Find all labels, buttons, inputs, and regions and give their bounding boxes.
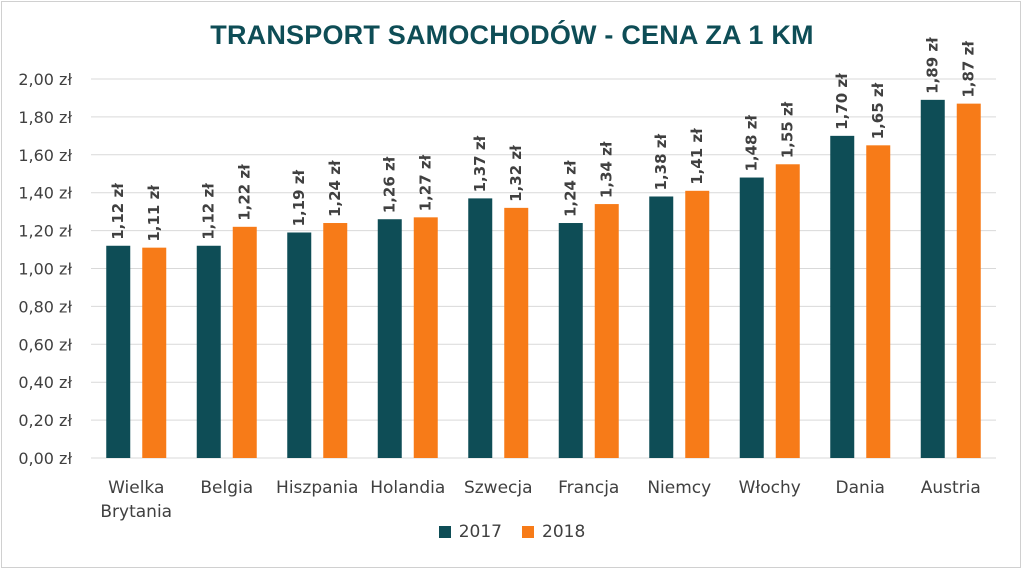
y-tick-label: 2,00 zł [18, 70, 72, 89]
data-label: 1,26 zł [381, 156, 399, 213]
bar-2017 [649, 196, 674, 459]
x-tick-label: Austria [921, 478, 981, 498]
legend-label-2018: 2018 [542, 522, 586, 542]
bar-2017 [739, 177, 764, 459]
bar-2018 [232, 226, 257, 458]
x-tick-label: Wielka [108, 478, 164, 498]
y-tick-label: 0,00 zł [18, 449, 72, 468]
data-label: 1,32 zł [507, 145, 525, 202]
bar-2018 [504, 207, 529, 458]
data-label: 1,65 zł [869, 82, 887, 139]
data-label: 1,41 zł [688, 128, 706, 185]
x-tick-label: Francja [558, 478, 619, 498]
data-label: 1,19 zł [290, 170, 308, 227]
bar-2018 [142, 247, 167, 458]
x-tick-label: Szwecja [464, 478, 533, 498]
bar-2018 [323, 223, 348, 458]
chart-legend: 2017 2018 [0, 522, 1024, 542]
y-tick-label: 1,80 zł [18, 108, 72, 127]
y-tick-label: 1,20 zł [18, 222, 72, 241]
data-label: 1,34 zł [598, 141, 616, 198]
data-label: 1,37 zł [471, 135, 489, 192]
legend-item-2017: 2017 [438, 522, 502, 542]
bar-2017 [287, 232, 312, 458]
data-label: 1,48 zł [743, 115, 761, 172]
y-tick-label: 0,20 zł [18, 411, 72, 430]
data-label: 1,87 zł [960, 41, 978, 98]
legend-item-2018: 2018 [522, 522, 585, 542]
bar-2017 [920, 99, 945, 458]
data-label: 1,24 zł [562, 160, 580, 217]
data-label: 1,24 zł [326, 160, 344, 217]
x-tick-label: Holandia [370, 478, 445, 498]
bar-2017 [106, 245, 131, 458]
x-tick-label: Niemcy [647, 478, 711, 498]
data-label: 1,22 zł [236, 164, 254, 221]
bar-2017 [558, 223, 583, 458]
bar-2017 [377, 219, 402, 458]
bar-2018 [685, 190, 710, 458]
x-tick-label: Brytania [100, 502, 172, 522]
chart-title: TRANSPORT SAMOCHODÓW - CENA ZA 1 KM [210, 20, 814, 50]
bar-2018 [594, 204, 619, 458]
data-label: 1,38 zł [652, 134, 670, 191]
bar-2018 [956, 103, 981, 458]
y-tick-label: 0,80 zł [18, 297, 72, 316]
data-label: 1,12 zł [200, 183, 218, 240]
x-tick-label: Hiszpania [276, 478, 358, 498]
data-label: 1,27 zł [417, 154, 435, 211]
bar-2018 [775, 164, 800, 458]
bar-2017 [830, 135, 855, 458]
x-tick-label: Dania [836, 478, 885, 498]
data-label: 1,55 zł [779, 101, 797, 158]
y-tick-label: 0,40 zł [18, 373, 72, 392]
legend-swatch-2018 [522, 526, 534, 538]
legend-label-2017: 2017 [458, 522, 502, 542]
y-tick-label: 1,40 zł [18, 184, 72, 203]
bar-2017 [468, 198, 493, 458]
data-label: 1,12 zł [109, 183, 127, 240]
y-tick-label: 0,60 zł [18, 335, 72, 354]
data-label: 1,70 zł [833, 73, 851, 130]
x-tick-label: Belgia [200, 478, 253, 498]
data-label: 1,89 zł [924, 37, 942, 94]
y-tick-label: 1,60 zł [18, 146, 72, 165]
y-tick-label: 1,00 zł [18, 260, 72, 279]
data-label: 1,11 zł [145, 185, 163, 242]
legend-swatch-2017 [438, 526, 451, 538]
bar-2017 [196, 245, 221, 458]
bar-2018 [866, 145, 891, 458]
bar-2018 [413, 217, 438, 458]
x-tick-label: Włochy [739, 478, 801, 498]
